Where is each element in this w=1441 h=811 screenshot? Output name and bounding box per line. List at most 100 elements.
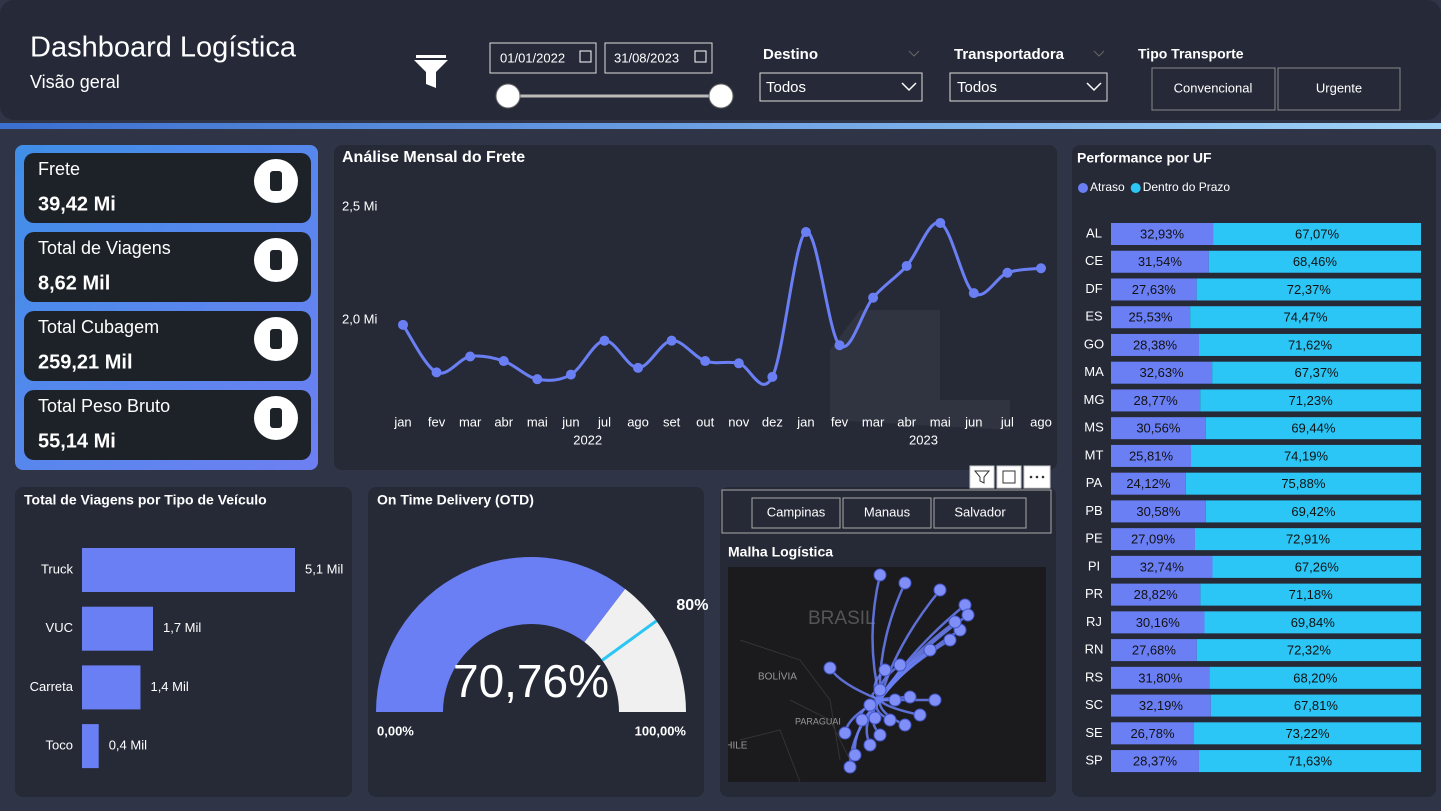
city [913,708,927,722]
map-button[interactable] [751,497,841,529]
x-tick-label: jun [561,414,579,429]
toggle-button[interactable] [1151,67,1276,111]
filter-icon[interactable] [414,55,448,88]
city [898,576,912,590]
city [888,693,902,707]
kpi-icon-glyph [270,408,282,428]
bar-segment [1111,250,1209,273]
value-label: 68,46% [1293,254,1338,269]
map-label: BRASIL [808,608,876,629]
map-button-label: Manaus [864,504,911,519]
dropdown-value[interactable]: Todos [766,79,806,96]
category-label: RN [1085,642,1104,657]
value-label: 24,12% [1126,476,1171,491]
x-tick-label: jan [796,414,814,429]
date-start[interactable]: 01/01/2022 [500,50,565,65]
bar-segment [1205,417,1421,440]
map-button[interactable] [842,497,932,529]
bar-segment [1190,306,1421,329]
category-label: Truck [41,561,74,576]
x-tick-label: set [663,414,681,429]
city [873,728,887,742]
point [565,369,576,380]
bar-segment [1111,389,1201,412]
value-label: 28,77% [1134,393,1179,408]
point [666,335,677,346]
gauge-min-label: 0,00% [377,723,414,738]
bar-segment [1196,639,1421,662]
route-network [823,568,975,774]
filter-label: Tipo Transporte [1138,46,1244,62]
chart-title: Performance por UF [1077,150,1212,166]
value-label: 67,81% [1294,698,1339,713]
category-label: RJ [1086,614,1102,629]
point [599,335,610,346]
kpi-card [24,232,311,302]
bar-segment [1111,666,1210,689]
panel [368,487,704,797]
toggle-button[interactable] [1277,67,1401,111]
calendar-icon[interactable] [579,50,592,63]
focus-mode-icon[interactable] [996,465,1022,489]
bar [82,665,141,710]
visual-filter-icon[interactable] [969,465,995,489]
map-button[interactable] [933,497,1027,529]
bar-segment [1200,583,1421,606]
kpi-label: Frete [38,159,80,179]
point [498,356,509,367]
calendar-icon[interactable] [694,50,707,63]
date-start-box[interactable] [489,42,597,74]
dropdown-value[interactable]: Todos [957,79,997,96]
chart-title: Análise Mensal do Frete [342,149,525,166]
bar-segment [1209,666,1421,689]
bar-segment [1111,528,1195,551]
value-label: 1,7 Mil [163,620,201,635]
x-tick-label: fev [831,414,849,429]
bar-segment [1111,750,1199,773]
x-tick-label: mar [862,414,885,429]
value-label: 69,84% [1291,615,1336,630]
legend-marker [1130,183,1141,193]
category-label: MT [1085,447,1104,462]
value-label: 28,38% [1133,337,1178,352]
bar-segment [1198,750,1421,773]
category-label: Toco [46,738,73,753]
value-label: 28,37% [1133,753,1178,768]
date-end[interactable]: 31/08/2023 [614,50,679,65]
slider-handle[interactable] [708,83,734,109]
point [633,362,644,373]
point [733,358,744,369]
slider-handle[interactable] [495,83,521,109]
bar-segment [1194,722,1421,745]
dropdown[interactable] [759,72,923,102]
category-label: AL [1086,225,1102,240]
point [968,288,979,299]
bar-segment [1213,223,1421,245]
truck-background [830,310,1010,430]
kpi-card [24,390,311,460]
city [855,713,869,727]
value-label: 26,78% [1130,726,1175,741]
value-label: 32,74% [1140,559,1185,574]
category-label: GO [1084,336,1104,351]
bar-segment [1191,444,1421,467]
bar-segment [1196,278,1421,301]
value-label: 30,56% [1136,421,1181,436]
date-end-box[interactable] [604,42,713,74]
x-tick-label: ago [1030,414,1052,429]
x-tick-label: mai [527,414,548,429]
chevron [1086,82,1102,92]
value-label: 71,23% [1289,393,1334,408]
bar [82,606,153,651]
dot [1029,475,1033,479]
button-label[interactable]: Urgente [1316,80,1362,95]
bar-segment [1204,611,1421,634]
point [700,356,711,367]
point [532,374,543,385]
dropdown[interactable] [949,72,1108,102]
city [838,726,852,740]
button-label[interactable]: Convencional [1174,80,1253,95]
point [800,227,811,238]
